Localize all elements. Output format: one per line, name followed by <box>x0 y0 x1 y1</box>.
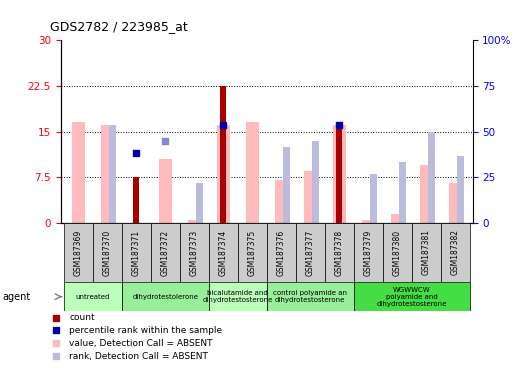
Text: GSM187382: GSM187382 <box>451 230 460 275</box>
Bar <box>336 126 342 223</box>
Bar <box>133 177 139 223</box>
Bar <box>92 223 121 282</box>
Bar <box>441 223 470 282</box>
Bar <box>180 223 209 282</box>
Text: GSM187374: GSM187374 <box>219 229 228 276</box>
Bar <box>109 126 116 223</box>
Text: bicalutamide and
dihydrotestosterone: bicalutamide and dihydrotestosterone <box>202 290 273 303</box>
Text: WGWWCW
polyamide and
dihydrotestosterone: WGWWCW polyamide and dihydrotestosterone <box>376 286 447 307</box>
Text: GSM187379: GSM187379 <box>364 229 373 276</box>
Text: rank, Detection Call = ABSENT: rank, Detection Call = ABSENT <box>69 352 208 361</box>
Text: GSM187375: GSM187375 <box>248 229 257 276</box>
Bar <box>267 282 354 311</box>
Bar <box>72 122 84 223</box>
Bar <box>428 131 435 223</box>
Text: GSM187380: GSM187380 <box>393 229 402 276</box>
Bar <box>391 214 404 223</box>
Bar <box>383 223 412 282</box>
Bar <box>304 171 317 223</box>
Text: untreated: untreated <box>76 294 110 300</box>
Bar <box>267 223 296 282</box>
Text: GSM187381: GSM187381 <box>422 230 431 275</box>
Text: GSM187376: GSM187376 <box>277 229 286 276</box>
Bar <box>196 183 203 223</box>
Bar <box>101 126 114 223</box>
Bar <box>283 147 289 223</box>
Text: GDS2782 / 223985_at: GDS2782 / 223985_at <box>50 20 188 33</box>
Bar <box>420 165 432 223</box>
Bar <box>209 223 238 282</box>
Text: GSM187372: GSM187372 <box>161 229 169 276</box>
Bar <box>296 223 325 282</box>
Bar <box>370 174 376 223</box>
Text: percentile rank within the sample: percentile rank within the sample <box>69 326 222 335</box>
Bar <box>354 223 383 282</box>
Bar <box>362 220 375 223</box>
Bar <box>399 162 406 223</box>
Bar <box>216 126 230 223</box>
Bar <box>412 223 441 282</box>
Text: GSM187373: GSM187373 <box>190 229 199 276</box>
Bar <box>325 223 354 282</box>
Text: GSM187369: GSM187369 <box>73 229 82 276</box>
Text: dihydrotestolerone: dihydrotestolerone <box>132 294 198 300</box>
Bar <box>63 282 121 311</box>
Bar <box>238 223 267 282</box>
Bar <box>158 159 172 223</box>
Bar <box>121 223 150 282</box>
Bar <box>209 282 267 311</box>
Bar <box>121 282 209 311</box>
Bar <box>333 126 346 223</box>
Text: GSM187370: GSM187370 <box>102 229 111 276</box>
Bar <box>275 180 288 223</box>
Text: GSM187377: GSM187377 <box>306 229 315 276</box>
Bar <box>246 122 259 223</box>
Bar <box>150 223 180 282</box>
Bar <box>187 220 201 223</box>
Text: GSM187371: GSM187371 <box>131 229 140 276</box>
Bar <box>63 223 92 282</box>
Bar <box>220 86 227 223</box>
Text: GSM187378: GSM187378 <box>335 229 344 276</box>
Bar <box>457 156 464 223</box>
Bar <box>312 141 318 223</box>
Text: count: count <box>69 313 95 322</box>
Text: agent: agent <box>3 291 31 302</box>
Text: value, Detection Call = ABSENT: value, Detection Call = ABSENT <box>69 339 213 348</box>
Bar <box>354 282 470 311</box>
Text: control polyamide an
dihydrotestosterone: control polyamide an dihydrotestosterone <box>273 290 347 303</box>
Bar <box>449 183 461 223</box>
